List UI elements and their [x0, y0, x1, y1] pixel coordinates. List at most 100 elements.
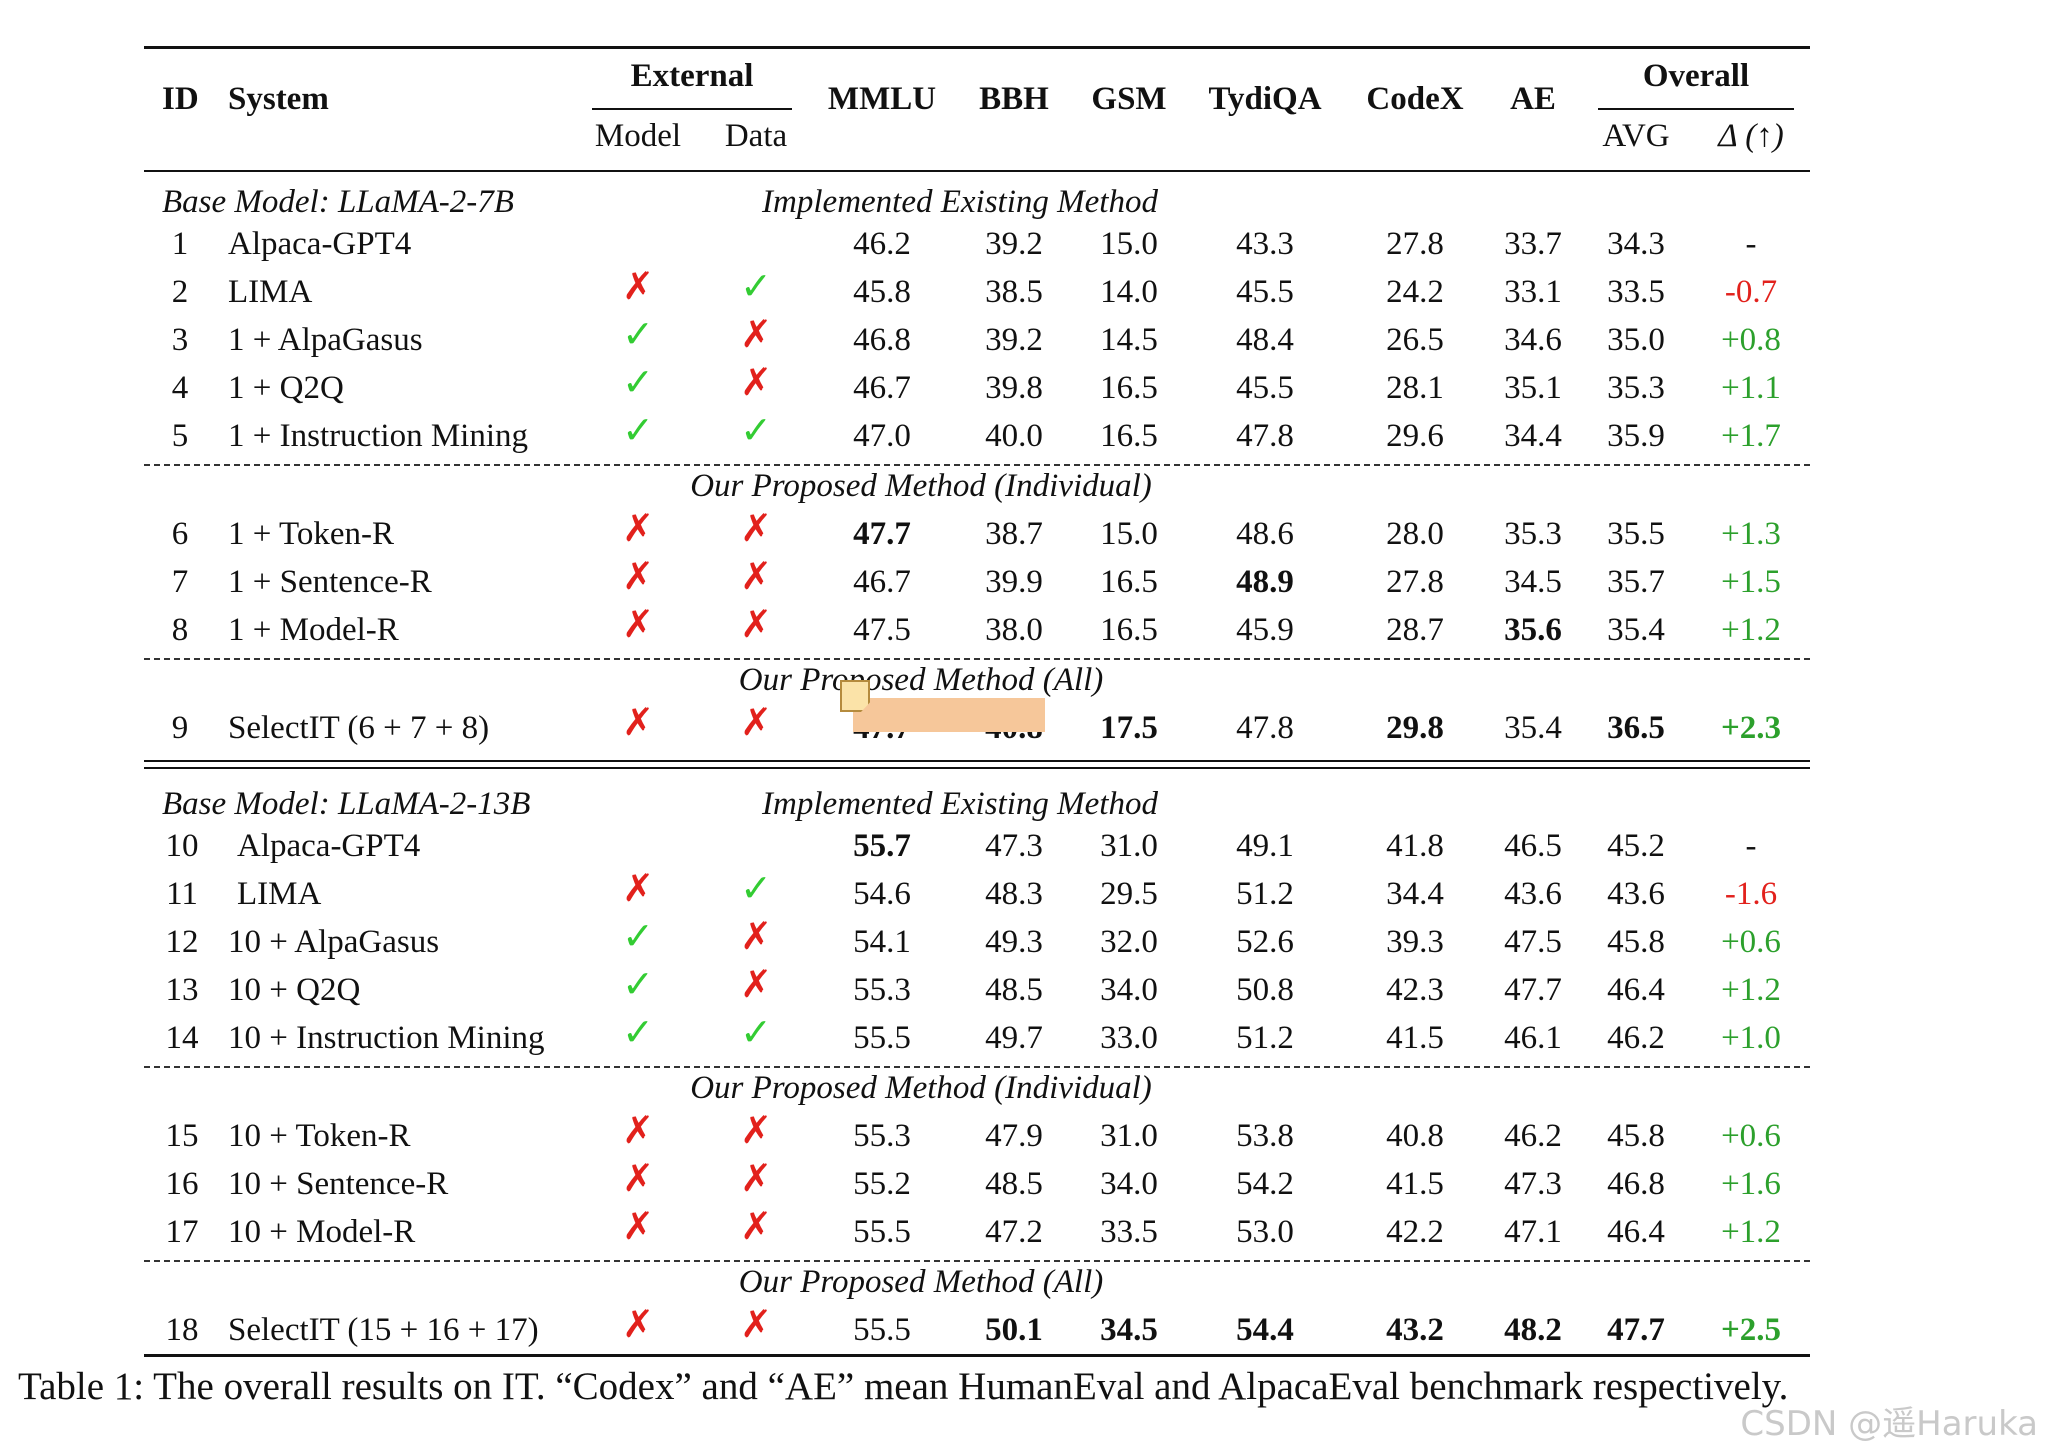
cell-delta: +0.8: [1721, 316, 1781, 364]
cell-tydiqa: 48.6: [1236, 510, 1294, 558]
cross-icon: ✗: [740, 1300, 772, 1348]
cell-avg: 43.6: [1607, 870, 1665, 918]
cross-icon: ✗: [740, 552, 772, 600]
cell-codex: 29.6: [1386, 412, 1444, 460]
cell-ae: 48.2: [1504, 1306, 1562, 1354]
cell-gsm: 16.5: [1100, 606, 1158, 654]
cell-ae: 47.3: [1504, 1160, 1562, 1208]
cell-ae: 35.6: [1504, 606, 1562, 654]
cell-tydiqa: 51.2: [1236, 1014, 1294, 1062]
section-double-rule: [144, 760, 1810, 762]
row-id: 9: [172, 704, 189, 752]
row-id: 6: [172, 510, 189, 558]
cell-gsm: 16.5: [1100, 364, 1158, 412]
group-label-row: Our Proposed Method (All): [144, 1258, 1810, 1306]
group-label: Our Proposed Method (All): [739, 656, 1103, 704]
cell-delta: -: [1746, 220, 1757, 268]
table-row: 13 10 + Q2Q ✓ ✗ 55.3 48.5 34.0 50.8 42.3 47.7 46.4…: [144, 966, 1810, 1014]
table-row: 11 LIMA ✗ ✓ 54.6 48.3 29.5 51.2 34.4 43.6 43.6 -1.6: [144, 870, 1810, 918]
cell-gsm: 33.5: [1100, 1208, 1158, 1256]
row-id: 5: [172, 412, 189, 460]
cell-avg: 45.8: [1607, 1112, 1665, 1160]
cell-mmlu: 45.8: [853, 268, 911, 316]
cross-icon: ✗: [622, 552, 654, 600]
cell-mmlu: 47.7: [853, 510, 911, 558]
cell-bbh: 39.8: [985, 364, 1043, 412]
row-id: 16: [166, 1160, 199, 1208]
cell-bbh: 47.3: [985, 822, 1043, 870]
header-data: Data: [725, 118, 787, 155]
check-icon: ✓: [740, 406, 772, 454]
cell-avg: 46.8: [1607, 1160, 1665, 1208]
row-id: 14: [166, 1014, 199, 1062]
cell-avg: 45.8: [1607, 918, 1665, 966]
row-system: 1 + Token-R: [228, 510, 394, 558]
cell-codex: 43.2: [1386, 1306, 1444, 1354]
cell-gsm: 31.0: [1100, 1112, 1158, 1160]
row-id: 8: [172, 606, 189, 654]
group-label: Our Proposed Method (All): [739, 1258, 1103, 1306]
cross-icon: ✗: [622, 698, 654, 746]
cell-mmlu: 46.2: [853, 220, 911, 268]
cross-icon: ✗: [740, 504, 772, 552]
cell-mmlu: 46.7: [853, 558, 911, 606]
cell-avg: 46.4: [1607, 1208, 1665, 1256]
check-icon: ✓: [740, 864, 772, 912]
cell-avg: 35.5: [1607, 510, 1665, 558]
cell-codex: 26.5: [1386, 316, 1444, 364]
row-system: SelectIT (6 + 7 + 8): [228, 704, 489, 752]
header-codex: CodeX: [1366, 81, 1463, 118]
table-row: 1 Alpaca-GPT4 46.2 39.2 15.0 43.3 27.8 33.7 34.3…: [144, 220, 1810, 268]
base-model-label: Base Model: LLaMA-2-13B: [162, 780, 530, 828]
table-row: 3 1 + AlpaGasus ✓ ✗ 46.8 39.2 14.5 48.4 26.5 34.6…: [144, 316, 1810, 364]
cross-icon: ✗: [622, 262, 654, 310]
cell-delta: +1.6: [1721, 1160, 1781, 1208]
cell-delta: +1.0: [1721, 1014, 1781, 1062]
cell-avg: 46.2: [1607, 1014, 1665, 1062]
cell-ae: 33.1: [1504, 268, 1562, 316]
cross-icon: ✗: [622, 1202, 654, 1250]
cell-codex: 41.8: [1386, 822, 1444, 870]
cell-bbh: 39.2: [985, 220, 1043, 268]
cell-delta: +1.5: [1721, 558, 1781, 606]
cell-gsm: 14.5: [1100, 316, 1158, 364]
cell-codex: 28.0: [1386, 510, 1444, 558]
table-row: 6 1 + Token-R ✗ ✗ 47.7 38.7 15.0 48.6 28.0 35.3 35…: [144, 510, 1810, 558]
row-system: 10 + AlpaGasus: [228, 918, 439, 966]
check-icon: ✓: [622, 358, 654, 406]
header-id: ID: [162, 81, 199, 118]
cell-tydiqa: 50.8: [1236, 966, 1294, 1014]
cell-codex: 42.3: [1386, 966, 1444, 1014]
cell-tydiqa: 53.0: [1236, 1208, 1294, 1256]
cell-bbh: 39.2: [985, 316, 1043, 364]
cell-codex: 41.5: [1386, 1014, 1444, 1062]
cell-bbh: 48.5: [985, 1160, 1043, 1208]
cross-icon: ✗: [622, 600, 654, 648]
cell-bbh: 47.9: [985, 1112, 1043, 1160]
cell-delta: +1.2: [1721, 966, 1781, 1014]
cell-avg: 35.9: [1607, 412, 1665, 460]
row-system: Alpaca-GPT4: [228, 220, 411, 268]
cell-delta: +1.2: [1721, 1208, 1781, 1256]
table-row: 10 Alpaca-GPT4 55.7 47.3 31.0 49.1 41.8 46.5 45.…: [144, 822, 1810, 870]
cross-icon: ✗: [740, 698, 772, 746]
cell-delta: +0.6: [1721, 1112, 1781, 1160]
cell-delta: -: [1746, 822, 1757, 870]
cell-bbh: 49.3: [985, 918, 1043, 966]
group-label-row: Our Proposed Method (Individual): [144, 1064, 1810, 1112]
cell-bbh: 40.0: [985, 412, 1043, 460]
cell-avg: 45.2: [1607, 822, 1665, 870]
cross-icon: ✗: [740, 310, 772, 358]
cell-codex: 34.4: [1386, 870, 1444, 918]
cell-mmlu: 55.7: [853, 822, 911, 870]
group-label: Our Proposed Method (Individual): [690, 1064, 1152, 1112]
table-row: 71 + Sentence-R ✗ ✗ 46.7 39.9 16.5 48.9 27.8 34.…: [144, 558, 1810, 606]
cell-mmlu: 55.2: [853, 1160, 911, 1208]
header-mmlu: MMLU: [828, 81, 936, 118]
cell-codex: 28.7: [1386, 606, 1444, 654]
cell-gsm: 29.5: [1100, 870, 1158, 918]
table-row: 12 10 + AlpaGasus ✓ ✗ 54.1 49.3 32.0 52.6 39.3 47…: [144, 918, 1810, 966]
top-rule: [144, 46, 1810, 49]
cell-gsm: 34.0: [1100, 966, 1158, 1014]
cell-avg: 36.5: [1607, 704, 1665, 752]
